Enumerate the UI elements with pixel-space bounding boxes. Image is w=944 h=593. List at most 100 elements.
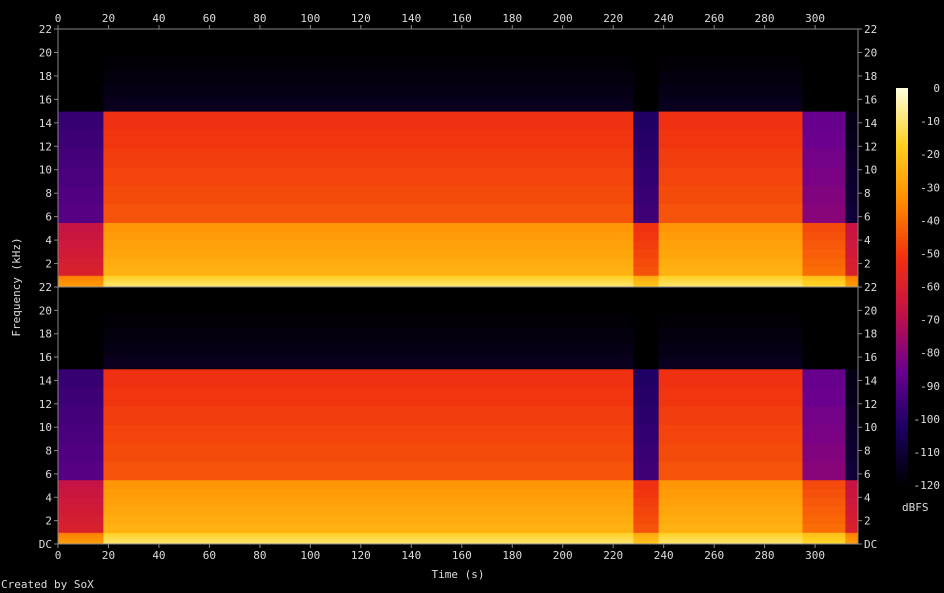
heatmap-cell [845, 287, 859, 302]
y-tick-label: 8 [864, 187, 871, 200]
colorbar-segment [896, 375, 908, 380]
colorbar-segment [896, 365, 908, 370]
colorbar-segment [896, 316, 908, 321]
colorbar-segment [896, 154, 908, 158]
heatmap-cell [58, 285, 104, 288]
heatmap-cell [633, 532, 660, 535]
colorbar-segment [896, 319, 908, 324]
colorbar-segment [896, 359, 908, 364]
colorbar-segment [896, 114, 908, 119]
colorbar-segment [896, 121, 908, 125]
x-tick-label-top: 120 [351, 12, 371, 25]
heatmap-cell [58, 29, 104, 44]
colorbar-segment [896, 144, 908, 149]
colorbar-segment [896, 309, 908, 314]
colorbar-segment [896, 203, 908, 208]
heatmap-cell [633, 461, 660, 481]
heatmap-cell [633, 488, 660, 498]
colorbar-segment [896, 269, 908, 274]
y-tick-label: 10 [39, 164, 52, 177]
x-tick-label: 180 [502, 549, 522, 562]
y-tick-label: 6 [45, 468, 52, 481]
heatmap-cell [802, 327, 846, 343]
heatmap-cell [633, 506, 660, 516]
heatmap-cell [633, 257, 660, 267]
y-tick-label: 2 [864, 258, 871, 271]
heatmap-cell [58, 279, 104, 282]
heatmap-cell [802, 240, 846, 250]
y-tick-label: 18 [864, 328, 877, 341]
heatmap-cell [58, 97, 104, 112]
heatmap-cell [845, 83, 859, 98]
heatmap-cell [658, 387, 803, 407]
heatmap-cell [103, 231, 634, 241]
heatmap-cell [658, 314, 803, 329]
colorbar-segment [896, 422, 908, 426]
x-tick-label-top: 220 [603, 12, 623, 25]
heatmap-cell [58, 129, 104, 149]
heatmap-cell [103, 540, 634, 543]
heatmap-cell [658, 231, 803, 241]
heatmap-cell [658, 542, 803, 545]
heatmap-cell [658, 240, 803, 250]
colorbar-segment [896, 475, 908, 479]
colorbar-tick-label: -40 [920, 214, 940, 227]
heatmap-cell [802, 222, 846, 232]
heatmap-cell [103, 514, 634, 525]
heatmap-cell [845, 327, 859, 343]
heatmap-cell [103, 257, 634, 267]
colorbar-tick-label: -70 [920, 314, 940, 327]
heatmap-cell [845, 368, 859, 388]
colorbar-segment [896, 256, 908, 261]
heatmap-cell [845, 488, 859, 498]
heatmap-cell [845, 240, 859, 250]
heatmap-cell [658, 523, 803, 533]
colorbar-segment [896, 382, 908, 387]
heatmap-cell [845, 442, 859, 462]
y-tick-label: 8 [864, 445, 871, 458]
heatmap-cell [802, 29, 846, 44]
colorbar-segment [896, 415, 908, 420]
heatmap-cell [658, 355, 803, 370]
heatmap-cell [103, 275, 634, 278]
y-tick-label: 16 [39, 351, 52, 364]
colorbar-segment [896, 349, 908, 354]
colorbar-segment [896, 389, 908, 393]
heatmap-cell [103, 523, 634, 533]
heatmap-cell [658, 442, 803, 462]
heatmap-cell [802, 424, 846, 444]
colorbar-segment [896, 339, 908, 344]
heatmap-cell [658, 129, 803, 149]
y-tick-label: 18 [864, 70, 877, 83]
heatmap-cell [845, 203, 859, 223]
heatmap-cell [103, 279, 634, 282]
colorbar-segment [896, 236, 908, 241]
colorbar-segment [896, 164, 908, 168]
heatmap-cell [633, 185, 660, 205]
colorbar-segment [896, 127, 908, 132]
heatmap-cell [58, 488, 104, 498]
y-tick-label: 2 [45, 258, 52, 271]
heatmap-cell [845, 497, 859, 507]
x-tick-label-top: 100 [300, 12, 320, 25]
heatmap-cell [633, 275, 660, 278]
heatmap-cell [103, 536, 634, 539]
heatmap-cell [633, 203, 660, 223]
heatmap-cell [658, 327, 803, 343]
heatmap-cell [802, 523, 846, 533]
x-tick-label-top: 0 [55, 12, 62, 25]
heatmap-cell [103, 203, 634, 223]
y-tick-label: 16 [864, 93, 877, 106]
heatmap-cell [802, 83, 846, 98]
colorbar-segment [896, 379, 908, 383]
heatmap-cell [845, 479, 859, 490]
colorbar-segment [896, 346, 908, 350]
heatmap-cell [633, 540, 660, 543]
y-tick-label: 6 [864, 468, 871, 481]
heatmap-cell [845, 341, 859, 356]
colorbar-segment [896, 392, 908, 397]
colorbar-tick-label: -30 [920, 181, 940, 194]
y-tick-label: 4 [45, 234, 52, 247]
heatmap-cell [802, 70, 846, 85]
colorbar-segment [896, 299, 908, 304]
